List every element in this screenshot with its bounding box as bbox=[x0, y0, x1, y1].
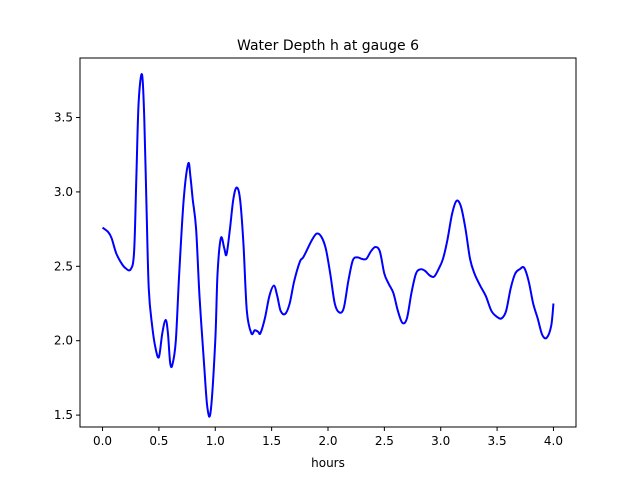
series-layer bbox=[101, 73, 555, 418]
y-tick-label: 2.5 bbox=[54, 259, 73, 273]
x-axis-label: hours bbox=[311, 456, 345, 470]
plot-frame bbox=[79, 57, 577, 428]
x-tick-label: 2.5 bbox=[375, 434, 394, 448]
x-axis-ticks: 0.0 0.5 1.0 1.5 2.0 2.5 3.0 3.5 4.0 bbox=[93, 427, 563, 448]
x-tick-label: 3.0 bbox=[431, 434, 450, 448]
x-tick-label: 1.0 bbox=[206, 434, 225, 448]
series-line-0 bbox=[101, 73, 555, 418]
chart-title: Water Depth h at gauge 6 bbox=[237, 38, 419, 54]
x-tick-label: 0.5 bbox=[149, 434, 168, 448]
x-tick-label: 3.5 bbox=[488, 434, 507, 448]
x-tick-label: 0.0 bbox=[93, 434, 112, 448]
y-tick-label: 1.5 bbox=[54, 408, 73, 422]
y-axis-ticks: 1.5 2.0 2.5 3.0 3.5 bbox=[54, 111, 80, 422]
x-tick-label: 4.0 bbox=[544, 434, 563, 448]
y-tick-label: 2.0 bbox=[54, 334, 73, 348]
y-tick-label: 3.0 bbox=[54, 185, 73, 199]
x-tick-label: 1.5 bbox=[262, 434, 281, 448]
x-tick-label: 2.0 bbox=[318, 434, 337, 448]
y-tick-label: 3.5 bbox=[54, 111, 73, 125]
